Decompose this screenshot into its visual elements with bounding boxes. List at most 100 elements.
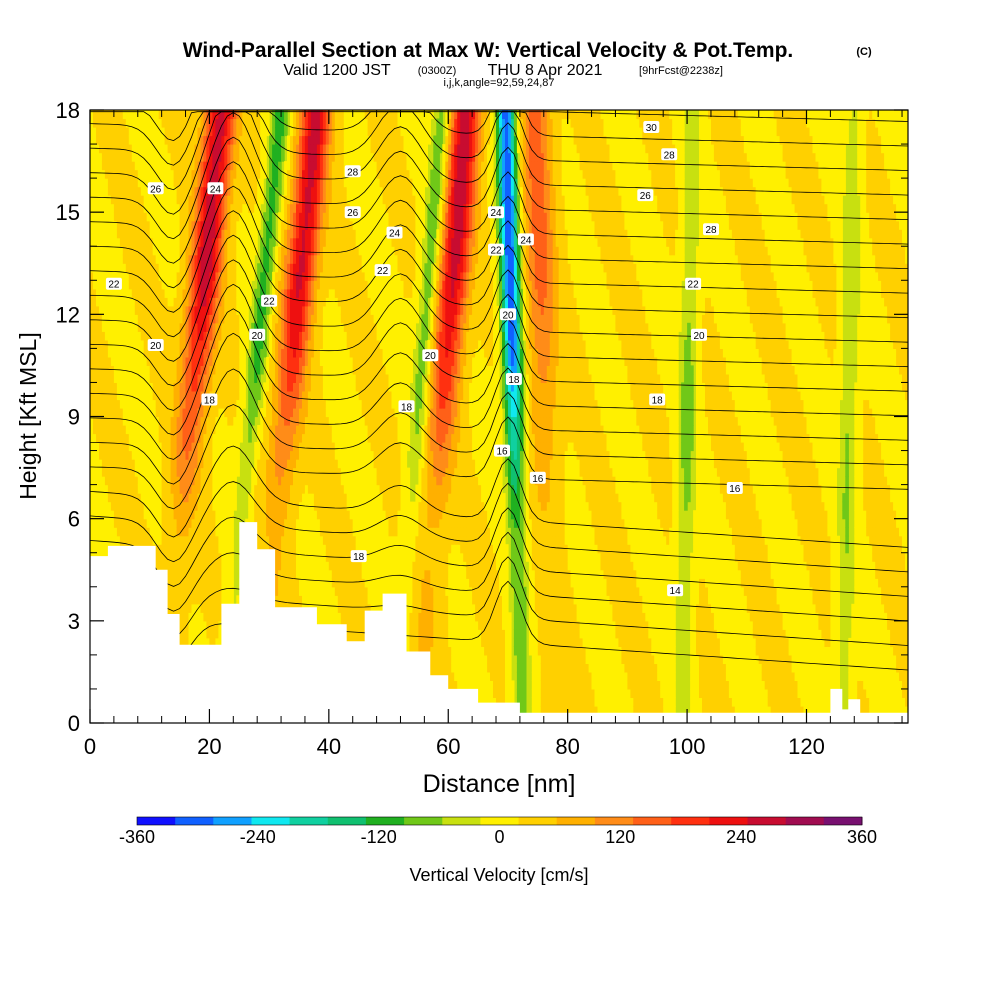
velocity-cell (200, 527, 205, 537)
velocity-cell (167, 382, 172, 392)
velocity-cell (251, 416, 255, 426)
velocity-cell (137, 314, 142, 324)
velocity-cell (90, 144, 94, 154)
velocity-cell (99, 178, 103, 188)
velocity-cell (296, 510, 300, 520)
velocity-cell (287, 254, 291, 264)
velocity-cell (152, 382, 157, 392)
velocity-cell (134, 339, 139, 349)
velocity-cell (191, 501, 196, 511)
velocity-cell (90, 263, 94, 273)
velocity-cell (134, 433, 139, 443)
velocity-cell (242, 212, 246, 222)
velocity-cell (272, 408, 276, 418)
velocity-cell (278, 518, 282, 528)
velocity-cell (254, 365, 258, 375)
velocity-cell (134, 450, 139, 460)
velocity-cell (203, 331, 207, 341)
velocity-cell (125, 212, 130, 222)
velocity-cell (137, 169, 142, 179)
velocity-cell (284, 493, 288, 503)
velocity-cell (137, 459, 142, 469)
velocity-cell (152, 459, 157, 469)
velocity-cell (197, 127, 202, 137)
velocity-cell (110, 135, 115, 145)
velocity-cell (122, 127, 127, 137)
velocity-cell (173, 322, 178, 332)
velocity-cell (93, 254, 97, 264)
velocity-cell (191, 586, 196, 596)
velocity-cell (272, 322, 276, 332)
velocity-cell (170, 229, 175, 239)
velocity-cell (167, 237, 172, 247)
velocity-cell (110, 510, 115, 520)
velocity-cell (134, 280, 139, 290)
velocity-cell (293, 135, 297, 145)
velocity-cell (140, 518, 145, 528)
velocity-cell (218, 527, 222, 537)
velocity-cell (296, 518, 300, 528)
velocity-cell (263, 399, 267, 409)
velocity-cell (287, 288, 291, 298)
velocity-cell (122, 425, 127, 435)
velocity-cell (185, 280, 190, 290)
velocity-cell (146, 246, 151, 256)
velocity-cell (140, 263, 145, 273)
velocity-cell (164, 263, 169, 273)
velocity-cell (275, 569, 279, 579)
velocity-cell (158, 425, 163, 435)
velocity-cell (116, 254, 121, 264)
velocity-cell (188, 399, 193, 409)
velocity-cell (134, 416, 139, 426)
velocity-cell (290, 433, 294, 443)
velocity-cell (242, 161, 246, 171)
velocity-cell (158, 203, 163, 213)
velocity-cell (167, 322, 172, 332)
velocity-cell (128, 356, 133, 366)
velocity-cell (149, 382, 154, 392)
velocity-cell (287, 442, 291, 452)
velocity-cell (239, 373, 243, 383)
velocity-cell (293, 373, 297, 383)
velocity-cell (302, 339, 306, 349)
velocity-cell (302, 552, 306, 562)
velocity-cell (257, 459, 261, 469)
velocity-cell (122, 263, 127, 273)
velocity-cell (224, 254, 228, 264)
velocity-cell (149, 459, 154, 469)
velocity-cell (125, 382, 130, 392)
velocity-cell (131, 484, 136, 494)
velocity-cell (128, 391, 133, 401)
velocity-cell (296, 561, 300, 571)
velocity-cell (236, 127, 240, 137)
velocity-cell (239, 203, 243, 213)
velocity-cell (143, 467, 148, 477)
velocity-cell (113, 127, 118, 137)
velocity-cell (146, 314, 151, 324)
velocity-cell (99, 356, 103, 366)
velocity-cell (143, 161, 148, 171)
velocity-cell (116, 271, 121, 281)
velocity-cell (293, 433, 297, 443)
velocity-cell (269, 416, 273, 426)
velocity-cell (191, 118, 196, 128)
velocity-cell (116, 237, 121, 247)
velocity-cell (218, 203, 222, 213)
velocity-cell (203, 586, 207, 596)
velocity-cell (284, 561, 288, 571)
velocity-cell (278, 442, 282, 452)
velocity-cell (206, 305, 210, 315)
velocity-cell (116, 467, 121, 477)
velocity-cell (90, 544, 94, 554)
velocity-cell (266, 391, 270, 401)
velocity-cell (194, 280, 199, 290)
velocity-cell (200, 254, 205, 264)
velocity-cell (164, 339, 169, 349)
velocity-cell (209, 382, 213, 392)
velocity-cell (212, 535, 216, 545)
velocity-cell (131, 493, 136, 503)
velocity-cell (194, 246, 199, 256)
velocity-cell (99, 246, 103, 256)
velocity-cell (96, 348, 100, 358)
velocity-cell (149, 195, 154, 205)
